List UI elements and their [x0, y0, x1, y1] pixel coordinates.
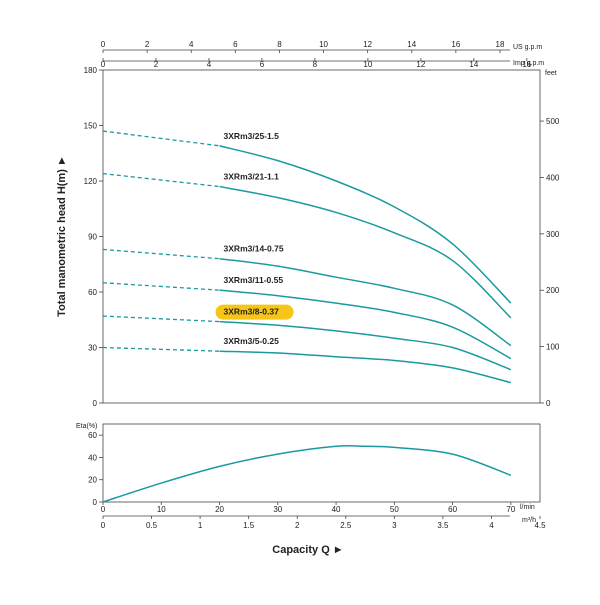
head-tick-label: 30: [88, 344, 97, 353]
head-curve-dashed-3: [102, 282, 220, 291]
head-tick-label: 180: [84, 66, 98, 75]
head-curve-dashed-0: [102, 130, 220, 147]
lmin-tick-label: 40: [332, 505, 341, 514]
efficiency-plot-frame: [102, 423, 541, 503]
imp-gpm-tick-label: 8: [313, 60, 318, 69]
imp-gpm-tick-label: 4: [207, 60, 212, 69]
highlight-badge: [215, 304, 294, 320]
head-tick-label: 120: [84, 177, 98, 186]
curve-label-0: 3XRm3/25-1.5: [224, 131, 280, 141]
head-curve-dashed-2: [102, 248, 220, 260]
feet-axis-label: feet: [545, 70, 557, 77]
us-gpm-tick-label: 12: [363, 40, 372, 49]
head-plot-frame: [102, 69, 541, 404]
m3h-axis-label: m³/h: [522, 517, 536, 524]
eta-axis-label: Eta(%): [76, 423, 97, 430]
feet-tick-label: 100: [546, 343, 560, 352]
efficiency-curve: [102, 444, 512, 503]
curve-label-4: 3XRm3/8-0.37: [224, 307, 280, 317]
imp-gpm-tick-label: 10: [363, 60, 372, 69]
imp-gpm-axis-label: Imp g.p.m: [513, 60, 544, 67]
head-curve-dashed-5: [102, 346, 220, 352]
x-axis-title: Capacity Q ►: [272, 544, 343, 556]
lmin-tick-label: 30: [273, 505, 282, 514]
y-axis-title: Total manometric head H(m) ►: [56, 155, 68, 317]
us-gpm-tick-label: 8: [277, 40, 282, 49]
us-gpm-axis-label: US g.p.m: [513, 44, 542, 51]
feet-tick-label: 400: [546, 173, 560, 182]
head-curve-0: [219, 145, 512, 304]
head-tick-label: 0: [93, 399, 98, 408]
curve-label-2: 3XRm3/14-0.75: [224, 244, 284, 254]
m3h-tick-label: 3: [392, 521, 397, 530]
us-gpm-tick-label: 14: [407, 40, 416, 49]
head-curve-dashed-1: [102, 172, 220, 188]
imp-gpm-tick-label: 12: [416, 60, 425, 69]
lmin-tick-label: 70: [506, 505, 515, 514]
m3h-tick-label: 0.5: [146, 521, 158, 530]
us-gpm-tick-label: 10: [319, 40, 328, 49]
head-curve-5: [219, 350, 512, 384]
feet-tick-label: 500: [546, 117, 560, 126]
lmin-axis-label: l/min: [520, 504, 535, 511]
us-gpm-tick-label: 18: [496, 40, 505, 49]
eta-tick-label: 60: [88, 431, 97, 440]
eta-tick-label: 40: [88, 453, 97, 462]
m3h-tick-label: 4: [489, 521, 494, 530]
lmin-tick-label: 50: [390, 505, 399, 514]
imp-gpm-tick-label: 16: [522, 60, 531, 69]
lmin-tick-label: 60: [448, 505, 457, 514]
head-tick-label: 90: [88, 233, 97, 242]
head-tick-label: 150: [84, 122, 98, 131]
us-gpm-tick-label: 4: [189, 40, 194, 49]
head-tick-label: 60: [88, 288, 97, 297]
m3h-tick-label: 3.5: [437, 521, 449, 530]
feet-tick-label: 0: [546, 399, 551, 408]
eta-tick-label: 20: [88, 476, 97, 485]
lmin-tick-label: 10: [157, 505, 166, 514]
head-curve-2: [219, 257, 512, 347]
us-gpm-tick-label: 2: [145, 40, 150, 49]
feet-tick-label: 300: [546, 230, 560, 239]
m3h-tick-label: 2: [295, 521, 300, 530]
m3h-tick-label: 1.5: [243, 521, 255, 530]
eta-tick-label: 0: [93, 498, 98, 507]
head-curve-1: [219, 185, 512, 319]
lmin-tick-label: 20: [215, 505, 224, 514]
imp-gpm-tick-label: 2: [154, 60, 159, 69]
feet-tick-label: 200: [546, 286, 560, 295]
us-gpm-tick-label: 0: [101, 40, 106, 49]
us-gpm-tick-label: 6: [233, 40, 238, 49]
m3h-tick-label: 1: [198, 521, 203, 530]
curve-label-5: 3XRm3/5-0.25: [224, 336, 280, 346]
head-curve-dashed-4: [102, 315, 220, 323]
m3h-tick-label: 2.5: [340, 521, 352, 530]
imp-gpm-tick-label: 6: [260, 60, 265, 69]
m3h-tick-label: 4.5: [534, 521, 546, 530]
curve-label-3: 3XRm3/11-0.55: [224, 275, 284, 285]
curve-label-1: 3XRm3/21-1.1: [224, 172, 280, 182]
lmin-tick-label: 0: [101, 505, 106, 514]
head-curve-3: [219, 289, 512, 360]
imp-gpm-tick-label: 0: [101, 60, 106, 69]
imp-gpm-tick-label: 14: [469, 60, 478, 69]
m3h-tick-label: 0: [101, 521, 106, 530]
head-curve-4: [219, 320, 512, 371]
us-gpm-tick-label: 16: [451, 40, 460, 49]
